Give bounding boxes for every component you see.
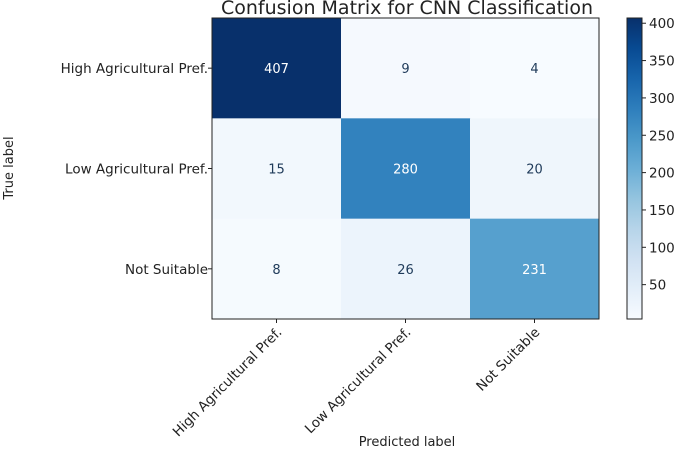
heatmap-cell-r0-c1 [341, 18, 471, 119]
colorbar-tick-label-4: 250 [649, 128, 675, 144]
x-tick-label-2: Not Suitable [473, 325, 543, 395]
heatmap-cell-r2-c0 [212, 218, 342, 320]
colorbar-tick-label-5: 300 [649, 91, 675, 107]
heatmap-cell-r0-c2 [470, 18, 600, 119]
colorbar-tick-label-2: 150 [649, 203, 675, 219]
x-axis-ticks: High Agricultural Pref. Low Agricultural … [170, 318, 543, 441]
colorbar-ticks: 50 100 150 200 250 300 350 400 [642, 16, 675, 294]
heatmap-cell-r0-c0 [212, 18, 342, 119]
cell-label-r2-c1: 26 [397, 263, 414, 278]
y-tick-label-1: Low Agricultural Pref. [65, 161, 208, 177]
colorbar-tick-label-7: 400 [649, 16, 675, 32]
x-tick-label-0: High Agricultural Pref. [170, 325, 286, 441]
heatmap-cells [212, 18, 600, 320]
heatmap-cell-r2-c2 [470, 218, 600, 320]
cell-label-r0-c0: 407 [264, 62, 289, 77]
cell-label-r2-c2: 231 [522, 263, 547, 278]
heatmap-cell-r1-c0 [212, 118, 342, 220]
heatmap-cell-r1-c1 [341, 118, 471, 220]
heatmap-cell-r1-c2 [470, 118, 600, 220]
colorbar [626, 17, 643, 320]
cell-label-r1-c1: 280 [393, 162, 418, 177]
cell-label-r2-c0: 8 [272, 263, 280, 278]
cell-label-r0-c2: 4 [530, 62, 538, 77]
colorbar-tick-label-0: 50 [649, 278, 666, 294]
colorbar-tick-label-6: 350 [649, 54, 675, 70]
chart-title: Confusion Matrix for CNN Classification [221, 0, 593, 19]
y-axis-ticks: High Agricultural Pref. Low Agricultural … [61, 61, 212, 278]
y-axis-label: True label [2, 136, 17, 200]
heatmap-cell-r2-c1 [341, 218, 471, 320]
cell-label-r0-c1: 9 [401, 62, 409, 77]
cell-value-labels: 407 9 4 15 280 20 8 26 231 [264, 62, 547, 278]
cell-label-r1-c2: 20 [526, 162, 543, 177]
colorbar-tick-label-3: 200 [649, 166, 675, 182]
cell-label-r1-c0: 15 [268, 162, 285, 177]
y-tick-label-0: High Agricultural Pref. [61, 61, 208, 77]
x-axis-label: Predicted label [359, 435, 456, 449]
x-tick-label-1: Low Agricultural Pref. [302, 325, 414, 437]
y-tick-label-2: Not Suitable [125, 262, 208, 278]
colorbar-tick-label-1: 100 [649, 240, 675, 256]
